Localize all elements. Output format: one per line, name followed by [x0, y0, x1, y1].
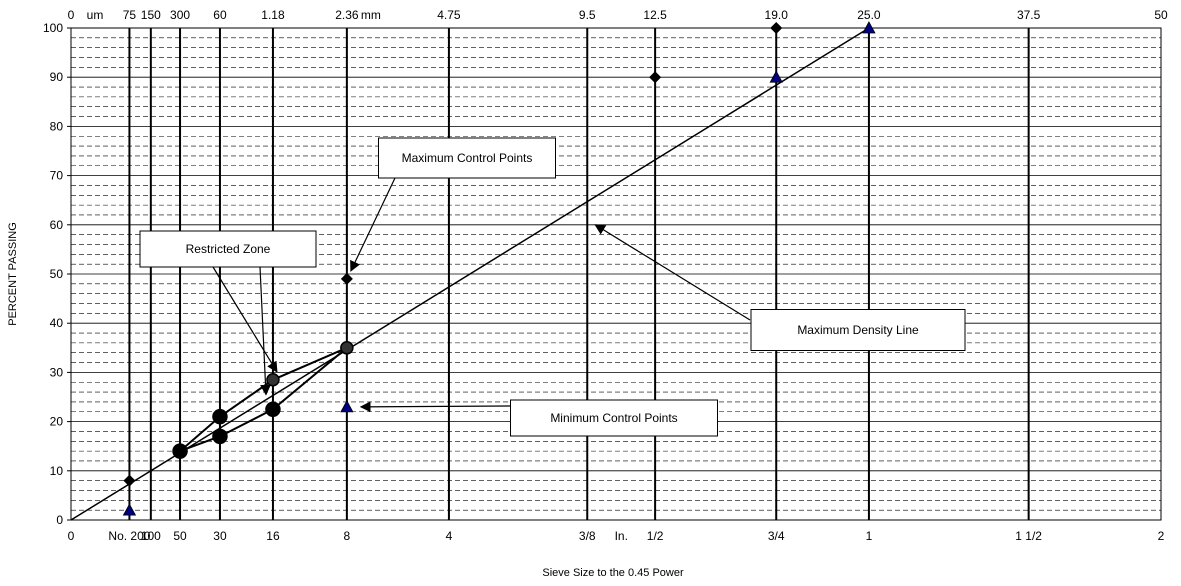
- maximum-control-point: [770, 22, 783, 34]
- x-tick-label-top: 50: [1154, 8, 1168, 22]
- restricted-zone-point: [340, 341, 354, 355]
- x-unit-label: In.: [615, 529, 628, 543]
- x-unit-label: um: [87, 8, 104, 22]
- x-tick-label-top: 300: [170, 8, 190, 22]
- callout-arrow: [259, 266, 271, 396]
- x-tick-label-top: 9.5: [579, 8, 596, 22]
- callout-label: Maximum Density Line: [797, 323, 919, 337]
- y-tick-label: 50: [50, 267, 64, 281]
- callout-arrow: [350, 177, 396, 272]
- callout-box: [750, 309, 966, 351]
- x-tick-label-bottom: 1: [866, 529, 873, 543]
- restricted-zone-outline: [179, 346, 348, 453]
- callout-arrow: [359, 401, 511, 413]
- x-tick-label-bottom: 1 1/2: [1015, 529, 1042, 543]
- annotations: Maximum Control Points Restricted Zone Max…: [139, 137, 966, 437]
- x-tick-label-top: 19.0: [765, 8, 789, 22]
- restricted-zone-point: [172, 443, 188, 459]
- x-tick-label-bottom: 0: [68, 529, 75, 543]
- y-tick-label: 10: [50, 464, 64, 478]
- x-tick-label-bottom: No. 200: [108, 529, 150, 543]
- x-tick-label-bottom: 2: [1158, 529, 1165, 543]
- x-tick-label-top: 1.18: [261, 8, 285, 22]
- y-tick-label: 30: [50, 365, 64, 379]
- x-tick-label-bottom: 3/8: [579, 529, 596, 543]
- x-tick-label-bottom: 8: [344, 529, 351, 543]
- grid: [71, 37, 1161, 511]
- x-tick-label-bottom: 3/4: [768, 529, 785, 543]
- x-tick-label-top: 0: [68, 8, 75, 22]
- x-tick-label-bottom: 30: [213, 529, 227, 543]
- y-tick-label: 60: [50, 218, 64, 232]
- minimum-control-point: [122, 503, 137, 516]
- x-tick-label-top: 150: [141, 8, 161, 22]
- callout-label: Maximum Control Points: [402, 151, 533, 165]
- restricted-zone-point: [265, 401, 281, 418]
- callout: Restricted Zone: [139, 230, 317, 373]
- y-axis-ticks: 0 10 20 30 40 50 60 70 80 90 100: [43, 21, 71, 527]
- maximum-control-point: [340, 272, 353, 285]
- x-tick-label-top: 75: [123, 8, 137, 22]
- restricted-zone-point: [212, 408, 228, 425]
- callout-arrow: [594, 224, 751, 321]
- series: [70, 21, 876, 521]
- x-tick-label-bottom: 1/2: [647, 529, 664, 543]
- callout-box: [378, 137, 556, 179]
- y-axis-title: PERCENT PASSING: [7, 222, 19, 326]
- x-tick-label-top: 2.36: [335, 8, 359, 22]
- x-tick-label-top: 37.5: [1017, 8, 1041, 22]
- x-tick-label-top: 25.0: [857, 8, 881, 22]
- minimum-control-point: [769, 70, 783, 83]
- callout-arrow: [212, 266, 278, 373]
- x-tick-label-top: 12.5: [643, 8, 667, 22]
- callout-box: [139, 230, 317, 268]
- x-axis-title: Sieve Size to the 0.45 Power: [542, 567, 684, 579]
- restricted-zone-point: [212, 428, 228, 445]
- x-tick-label-bottom: 100: [141, 529, 161, 543]
- maximum-control-point: [649, 71, 662, 84]
- callout: Minimum Control Points: [359, 399, 718, 437]
- maximum-control-point: [123, 474, 136, 487]
- x-tick-label-top: 4.75: [437, 8, 461, 22]
- callout-label: Restricted Zone: [186, 242, 271, 256]
- y-tick-label: 100: [43, 21, 63, 35]
- y-tick-label: 0: [56, 513, 63, 527]
- minimum-control-point: [340, 400, 354, 413]
- maximum-density-line: [70, 27, 870, 521]
- y-tick-label: 40: [50, 316, 64, 330]
- y-tick-label: 20: [50, 415, 64, 429]
- callout-label: Minimum Control Points: [550, 411, 677, 425]
- restricted-zone-point: [266, 373, 280, 387]
- minimum-control-point: [862, 21, 876, 34]
- y-tick-label: 90: [50, 70, 64, 84]
- x-tick-label-bottom: 50: [173, 529, 187, 543]
- x-tick-label-top: 60: [213, 8, 227, 22]
- x-tick-label-bottom: 16: [266, 529, 280, 543]
- callout: Maximum Density Line: [594, 224, 966, 351]
- y-tick-label: 80: [50, 119, 64, 133]
- callout-box: [510, 399, 718, 437]
- x-tick-label-bottom: 4: [446, 529, 453, 543]
- x-unit-label: mm: [361, 8, 381, 22]
- y-tick-label: 70: [50, 169, 64, 183]
- callout: Maximum Control Points: [350, 137, 556, 272]
